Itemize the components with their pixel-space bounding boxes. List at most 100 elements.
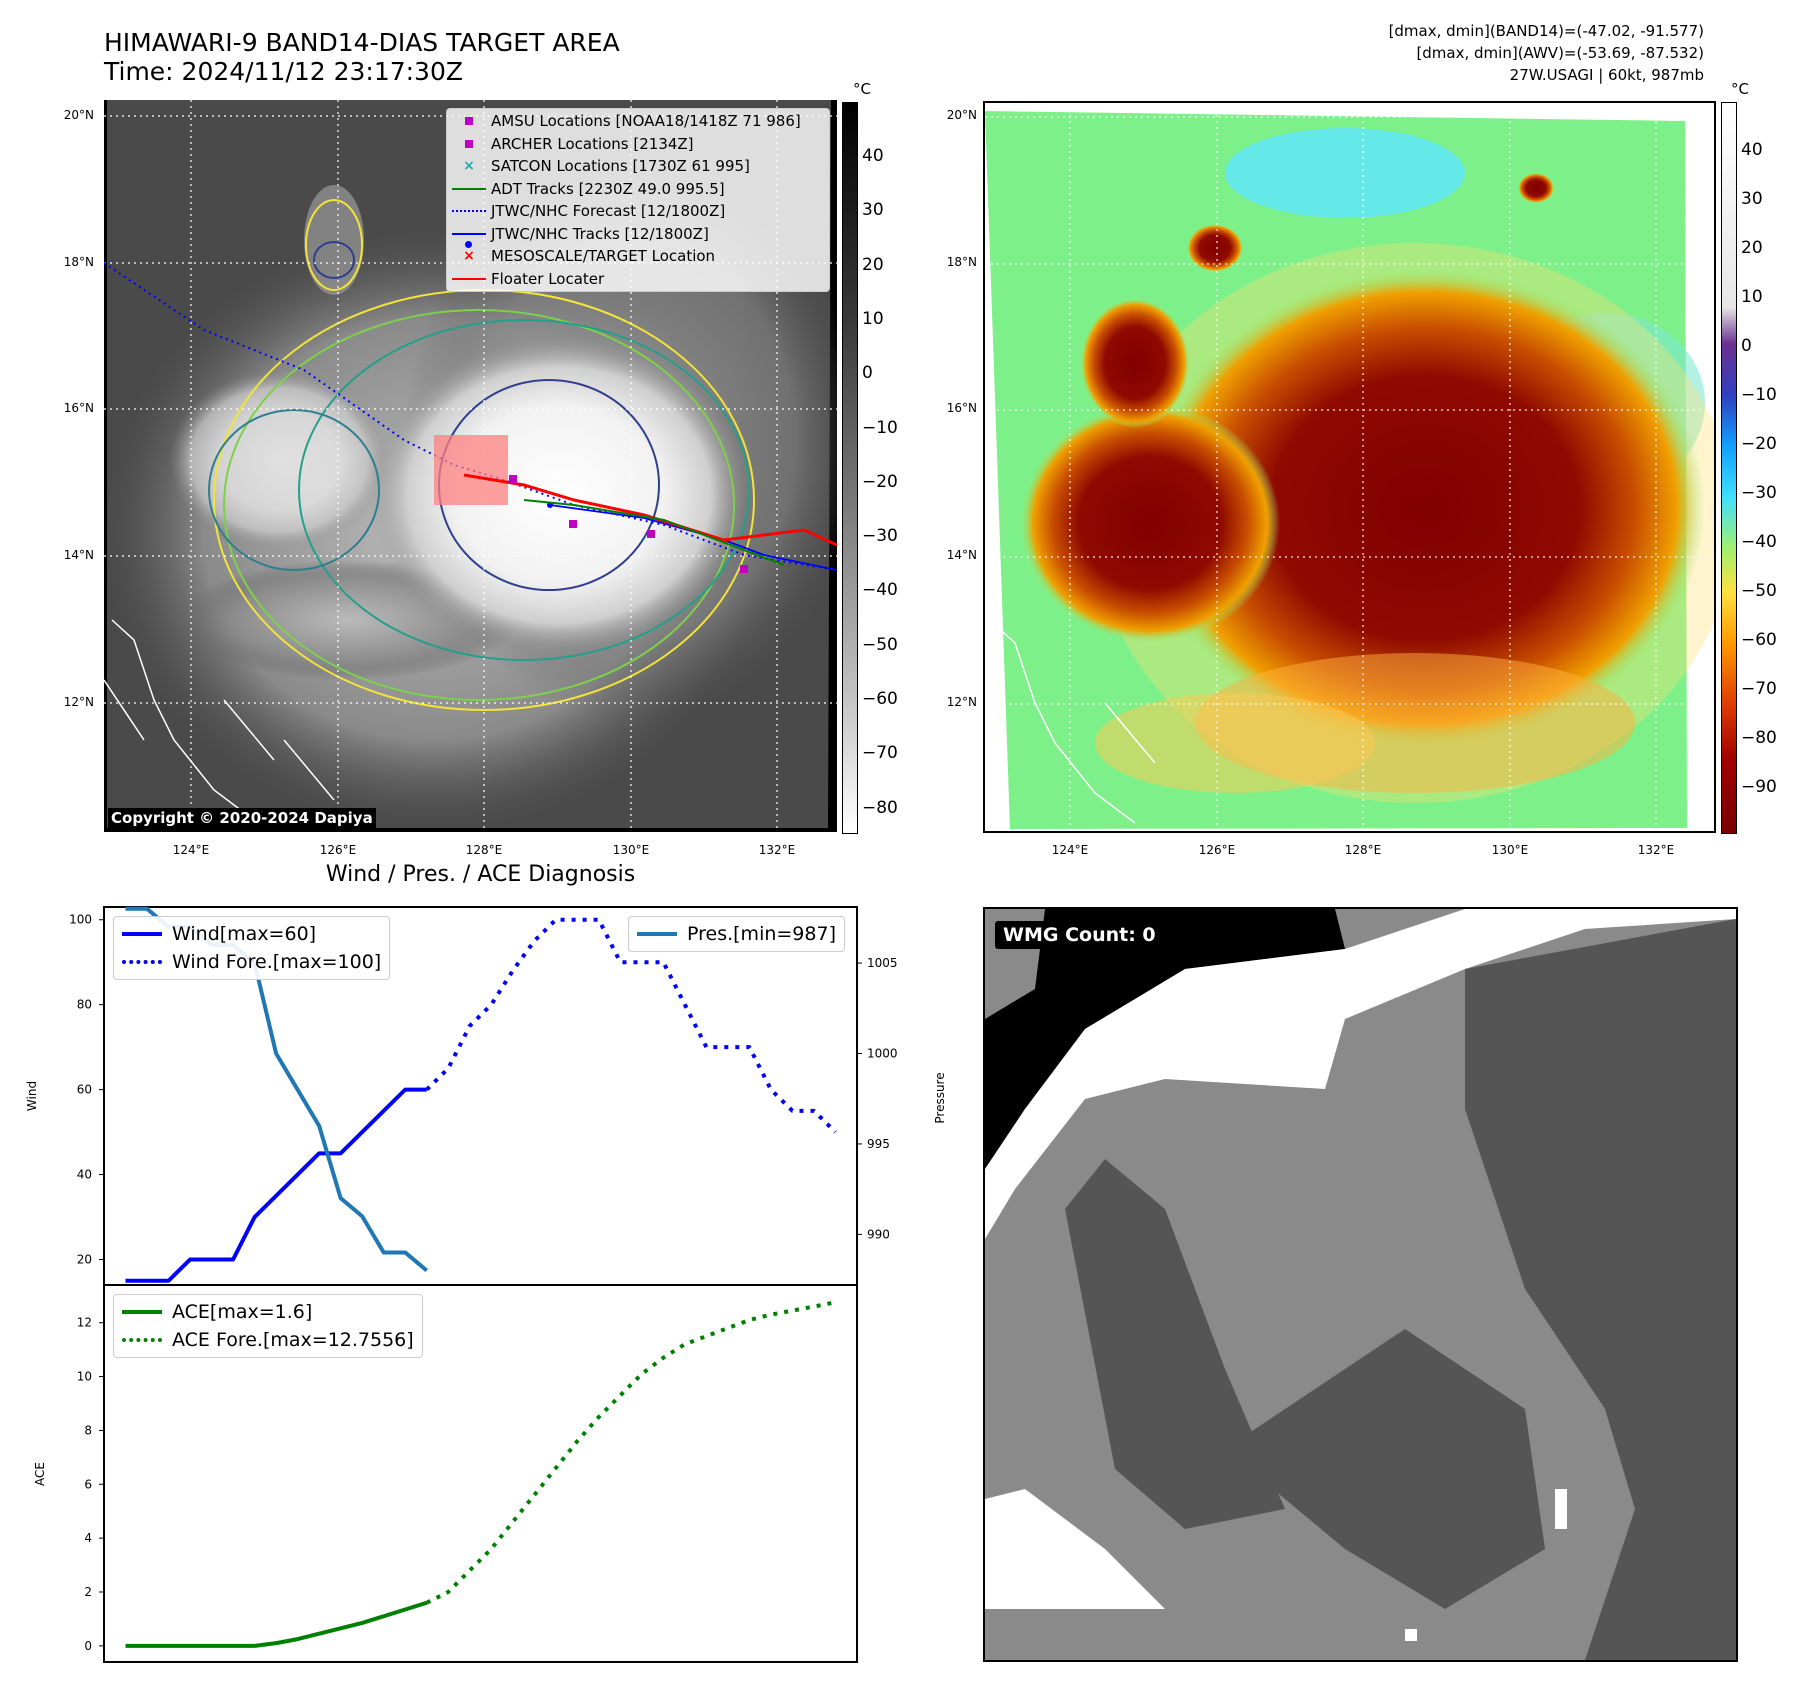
awv-lat-label-18n: 18°N xyxy=(946,255,977,269)
awv-lat-label-12n: 12°N xyxy=(946,695,977,709)
ytick-label: 6 xyxy=(84,1477,92,1491)
ir-lat-label-18n: 18°N xyxy=(63,255,94,269)
ace-legend: ACE[max=1.6] ACE Fore.[max=12.7556] xyxy=(113,1294,423,1358)
awv-lon-label-124e: 124°E xyxy=(1051,843,1089,857)
wmg-count-label: WMG Count: 0 xyxy=(995,921,1164,949)
ir-lat-label-14n: 14°N xyxy=(63,548,94,562)
awv-colorbar-unit: °C xyxy=(1731,80,1749,98)
chart-title: HIMAWARI-9 BAND14-DIAS TARGET AREA xyxy=(104,28,620,57)
ir-colorbar-tick: 20 xyxy=(862,254,884,275)
legend-item-pressure: Pres.[min=987] xyxy=(637,920,836,948)
ir-lon-label-128e: 128°E xyxy=(465,843,503,857)
awv-colorbar-tick: 10 xyxy=(1741,287,1763,307)
awv-colorbar-tick: −30 xyxy=(1741,483,1777,503)
ir-colorbar-tick: −60 xyxy=(862,689,898,709)
ytick-label: 4 xyxy=(84,1531,92,1545)
ir-colorbar-tick: 30 xyxy=(862,200,884,221)
target-area xyxy=(434,435,508,505)
ir-lat-label-16n: 16°N xyxy=(63,401,94,415)
awv-colorbar xyxy=(1721,102,1737,834)
series-line-ace xyxy=(125,1600,428,1648)
y2tick-label: 995 xyxy=(867,1137,890,1151)
info-awv: [dmax, dmin](AWV)=(-53.69, -87.532) xyxy=(1416,44,1704,62)
legend-item-ace-forecast: ACE Fore.[max=12.7556] xyxy=(122,1326,414,1354)
ace-axis-label: ACE xyxy=(33,1462,47,1486)
awv-colorbar-tick: −10 xyxy=(1741,385,1777,405)
ace-plot-frame xyxy=(103,1284,858,1663)
awv-lat-label-14n: 14°N xyxy=(946,548,977,562)
ir-colorbar-unit: °C xyxy=(853,80,871,98)
ir-lon-label-124e: 124°E xyxy=(172,843,210,857)
ytick-label: 80 xyxy=(77,998,92,1012)
awv-lon-label-126e: 126°E xyxy=(1198,843,1236,857)
ir-lon-label-126e: 126°E xyxy=(319,843,357,857)
legend-item-wind-forecast: Wind Fore.[max=100] xyxy=(122,948,381,976)
diagnosis-title: Wind / Pres. / ACE Diagnosis xyxy=(325,862,636,887)
ir-lat-label-20n: 20°N xyxy=(63,108,94,122)
ir-map-panel: Copyright © 2020-2024 Dapiya AMSU Locati… xyxy=(103,100,864,832)
ytick-label: 8 xyxy=(84,1423,92,1437)
awv-lat-label-16n: 16°N xyxy=(946,401,977,415)
series-line-wind xyxy=(125,1087,427,1283)
wind-axis-label: Wind xyxy=(25,1080,39,1112)
awv-colorbar-tick: −60 xyxy=(1741,630,1777,650)
awv-colorbar-tick: −50 xyxy=(1741,581,1777,601)
series-line-ace-fore xyxy=(425,1300,836,1605)
wmg-panel: WMG Count: 0 xyxy=(983,907,1738,1662)
awv-lat-label-20n: 20°N xyxy=(946,108,977,122)
ir-colorbar-tick: −50 xyxy=(862,634,898,655)
awv-colorbar-tick: −40 xyxy=(1741,532,1777,552)
ir-colorbar-tick: 10 xyxy=(862,308,884,329)
ir-colorbar-tick: −20 xyxy=(862,471,898,492)
awv-colorbar-tick: 0 xyxy=(1741,336,1752,356)
ir-colorbar-tick: −40 xyxy=(862,580,898,601)
ir-lon-label-130e: 130°E xyxy=(612,843,650,857)
pressure-axis-label: Pressure xyxy=(933,1072,947,1124)
awv-colorbar-tick: 20 xyxy=(1741,238,1763,258)
legend-item-wind: Wind[max=60] xyxy=(122,920,381,948)
y2tick-label: 990 xyxy=(867,1227,890,1241)
ir-colorbar-tick: −70 xyxy=(862,743,898,764)
legend-item-ace: ACE[max=1.6] xyxy=(122,1298,414,1326)
info-band14: [dmax, dmin](BAND14)=(-47.02, -91.577) xyxy=(1388,22,1704,40)
wind-legend: Wind[max=60] Wind Fore.[max=100] xyxy=(113,916,391,980)
y2tick-label: 1000 xyxy=(867,1046,898,1060)
legend-item-satcon: × SATCON Locations [1730Z 61 995] xyxy=(463,157,750,176)
legend-item-floater: Floater Locater xyxy=(447,268,829,291)
legend-item-adt: ADT Tracks [2230Z 49.0 995.5] xyxy=(447,178,829,201)
awv-lon-label-132e: 132°E xyxy=(1637,843,1675,857)
ytick-label: 2 xyxy=(84,1585,92,1599)
awv-map-panel xyxy=(983,101,1716,833)
pressure-legend: Pres.[min=987] xyxy=(628,916,845,952)
copyright-label: Copyright © 2020-2024 Dapiya xyxy=(108,808,376,828)
ytick-label: 12 xyxy=(77,1316,92,1330)
ir-colorbar-tick: −30 xyxy=(862,526,898,547)
ytick-label: 100 xyxy=(69,913,92,927)
awv-satellite-image xyxy=(985,103,1714,831)
awv-colorbar-tick: 40 xyxy=(1741,140,1763,160)
ytick-label: 0 xyxy=(84,1639,92,1653)
chart-time: Time: 2024/11/12 23:17:30Z xyxy=(104,57,463,86)
y2tick-label: 1005 xyxy=(867,956,898,970)
ir-colorbar-tick: 40 xyxy=(862,146,884,166)
legend-item-jtwc-forecast: JTWC/NHC Forecast [12/1800Z] xyxy=(447,200,829,223)
legend-item-target: × MESOSCALE/TARGET Location xyxy=(463,247,716,266)
ir-colorbar xyxy=(842,102,858,834)
ytick-label: 40 xyxy=(77,1168,92,1182)
ir-lat-label-12n: 12°N xyxy=(63,695,94,709)
ytick-label: 20 xyxy=(77,1253,92,1267)
awv-colorbar-tick: −70 xyxy=(1741,679,1777,699)
awv-colorbar-tick: −20 xyxy=(1741,434,1777,454)
ir-colorbar-tick: −80 xyxy=(862,797,898,818)
ir-lon-label-132e: 132°E xyxy=(758,843,796,857)
ir-legend: AMSU Locations [NOAA18/1418Z 71 986] ARC… xyxy=(446,108,830,292)
awv-colorbar-tick: −80 xyxy=(1741,728,1777,748)
awv-colorbar-tick: 30 xyxy=(1741,189,1763,209)
legend-item-archer: ARCHER Locations [2134Z] xyxy=(447,133,829,156)
ir-colorbar-tick: −10 xyxy=(862,417,898,438)
ytick-label: 60 xyxy=(77,1083,92,1097)
legend-item-amsu: AMSU Locations [NOAA18/1418Z 71 986] xyxy=(447,110,829,133)
awv-colorbar-tick: −90 xyxy=(1741,777,1777,797)
ytick-label: 10 xyxy=(77,1370,92,1384)
awv-lon-label-130e: 130°E xyxy=(1491,843,1529,857)
